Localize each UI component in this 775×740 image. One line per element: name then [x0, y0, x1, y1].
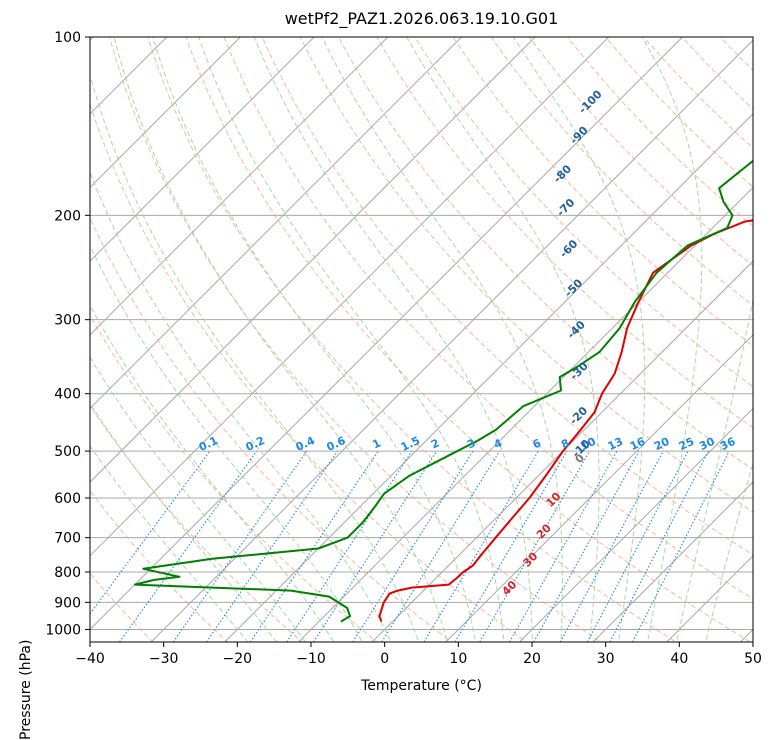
moist-adiabat	[0, 114, 314, 655]
dry-adiabat	[473, 10, 775, 654]
mixing-ratio-label: 30	[697, 435, 717, 453]
dry-adiabat	[66, 10, 544, 654]
x-tick-label: 30	[597, 651, 615, 667]
x-tick-label: −30	[149, 651, 179, 667]
x-axis-label: Temperature (°C)	[90, 678, 753, 694]
dry-adiabat-label: -40	[565, 318, 588, 341]
moist-adiabat	[642, 37, 702, 655]
mixing-ratio-label: 4	[492, 436, 505, 451]
mixing-ratio-label: 16	[628, 435, 648, 453]
x-tick-label: −10	[296, 651, 326, 667]
mixing-ratio-label: 6	[531, 436, 544, 451]
moist-adiabat	[114, 37, 450, 655]
mixing-ratio-line	[382, 451, 500, 642]
mixing-ratio-line	[534, 451, 639, 642]
y-tick-label: 500	[54, 444, 81, 460]
moist-adiabat-label: 40	[499, 578, 519, 598]
mixing-ratio-label: 2	[429, 436, 441, 451]
isotherm-gridline	[65, 10, 709, 654]
x-tick-label: −40	[75, 651, 105, 667]
moist-adiabat	[153, 37, 478, 655]
mixing-ratio-label: 25	[677, 435, 696, 453]
x-tick-label: 10	[449, 651, 467, 667]
isotherm-gridline	[0, 10, 415, 654]
x-tick-label: 20	[523, 651, 541, 667]
isotherm-gridline	[581, 10, 775, 654]
dry-adiabat	[103, 10, 619, 654]
moist-adiabat	[0, 150, 258, 655]
y-tick-label: 400	[54, 387, 81, 403]
moist-adiabat-label: 10	[544, 490, 564, 510]
y-tick-label: 300	[54, 313, 81, 329]
moist-adiabat	[674, 37, 775, 655]
dry-adiabat-label: -50	[562, 276, 585, 299]
mixing-ratio-line	[119, 451, 256, 642]
dry-adiabat	[251, 10, 775, 654]
moist-adiabat	[254, 37, 533, 655]
moist-adiabat-label: 20	[534, 521, 554, 541]
y-tick-label: 1000	[45, 622, 81, 638]
dry-adiabat	[0, 10, 392, 654]
dry-adiabat	[29, 10, 468, 654]
mixing-ratio-line	[206, 451, 337, 642]
y-tick-label: 200	[54, 208, 81, 224]
isotherm-gridline	[0, 10, 120, 654]
moist-adiabat	[703, 37, 775, 655]
moist-adiabat	[407, 37, 599, 655]
x-tick-label: −20	[223, 651, 253, 667]
x-tick-label: 0	[380, 651, 389, 667]
dry-adiabat-label: -60	[557, 237, 580, 260]
dry-adiabat	[0, 10, 165, 654]
y-tick-label: 900	[54, 595, 81, 611]
mixing-ratio-label: 1	[370, 436, 382, 451]
y-tick-label: 100	[54, 30, 81, 46]
mixing-ratio-label: 13	[606, 435, 625, 453]
mixing-ratio-label: 20	[652, 435, 672, 453]
dry-adiabat-label: -20	[567, 404, 590, 427]
dry-adiabat	[0, 10, 316, 654]
mixing-ratio-line	[610, 451, 709, 642]
isotherm-gridline	[655, 10, 775, 654]
isotherm-gridline	[0, 10, 194, 654]
x-tick-label: 50	[744, 651, 762, 667]
dry-adiabat-label: -30	[567, 359, 590, 382]
dry-adiabat-label: -90	[567, 124, 590, 147]
x-tick-label: 40	[670, 651, 688, 667]
y-tick-label: 800	[54, 565, 81, 581]
moist-adiabat-label: 30	[520, 549, 540, 569]
y-axis-label: Pressure (hPa)	[18, 640, 34, 740]
plot-frame	[90, 37, 753, 642]
dry-adiabat-label: -80	[551, 162, 574, 185]
dry-adiabat	[769, 10, 775, 654]
reference-curve	[0, 10, 31, 654]
mixing-ratio-line	[633, 451, 730, 642]
dry-adiabat	[0, 10, 240, 654]
dry-adiabat	[214, 10, 775, 654]
moist-adiabat	[81, 37, 424, 655]
y-tick-label: 600	[54, 491, 81, 507]
mixing-ratio-line	[560, 451, 663, 642]
y-tick-label: 700	[54, 531, 81, 547]
isotherm-gridline	[0, 10, 47, 654]
dry-adiabat	[732, 10, 775, 654]
